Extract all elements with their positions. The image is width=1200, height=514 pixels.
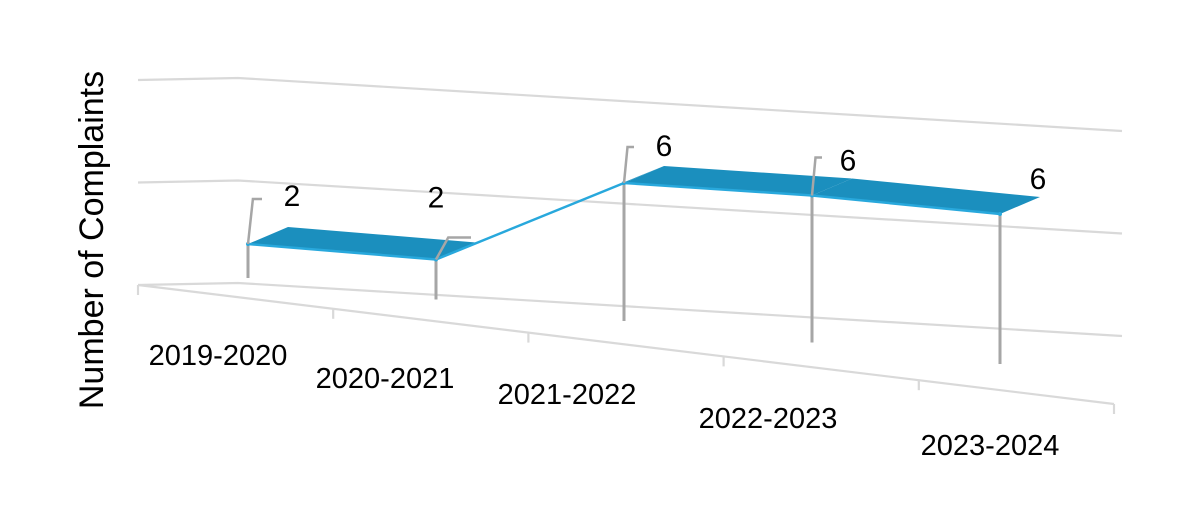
- ribbon-front-edge: [435, 181, 625, 261]
- x-tick-label: 2020-2021: [316, 363, 455, 395]
- gridlines: [137, 76, 1123, 338]
- ribbon-front-edge: [247, 242, 437, 261]
- x-tick-label: 2021-2022: [498, 379, 637, 411]
- data-label: 6: [1030, 163, 1047, 196]
- ribbon-segment: [624, 166, 852, 196]
- y-axis-title: Number of Complaints: [73, 71, 111, 409]
- x-tick-labels: 2019-2020 2020-2021 2021-2022 2022-2023 2023…: [149, 340, 1060, 462]
- data-label-leader: [246, 197, 262, 245]
- gridline-10: [137, 76, 1123, 133]
- data-label-leader: [810, 156, 822, 196]
- x-axis: [136, 283, 1116, 414]
- data-label: 6: [656, 130, 673, 163]
- data-labels: 2 2 6 6 6: [246, 130, 1047, 261]
- data-label: 2: [284, 180, 301, 213]
- x-tick-label: 2022-2023: [699, 403, 838, 435]
- gridline-0: [137, 281, 1123, 338]
- ribbon-segment: [812, 178, 1040, 214]
- ribbon-front-edge: [811, 194, 1001, 216]
- ribbon-segment: [248, 227, 476, 260]
- data-label: 6: [840, 145, 857, 178]
- ribbon-front-edge: [623, 181, 813, 197]
- drop-lines: [246, 183, 1002, 364]
- x-axis-line: [137, 283, 1115, 406]
- x-tick-label: 2023-2024: [921, 430, 1060, 462]
- data-label-leader: [434, 236, 471, 261]
- data-label: 2: [428, 182, 445, 215]
- data-label-leader: [622, 145, 634, 184]
- x-tick-label: 2019-2020: [149, 340, 288, 372]
- gridline-5: [137, 179, 1123, 235]
- data-point: [998, 212, 1002, 216]
- series-ribbon: [246, 166, 1040, 262]
